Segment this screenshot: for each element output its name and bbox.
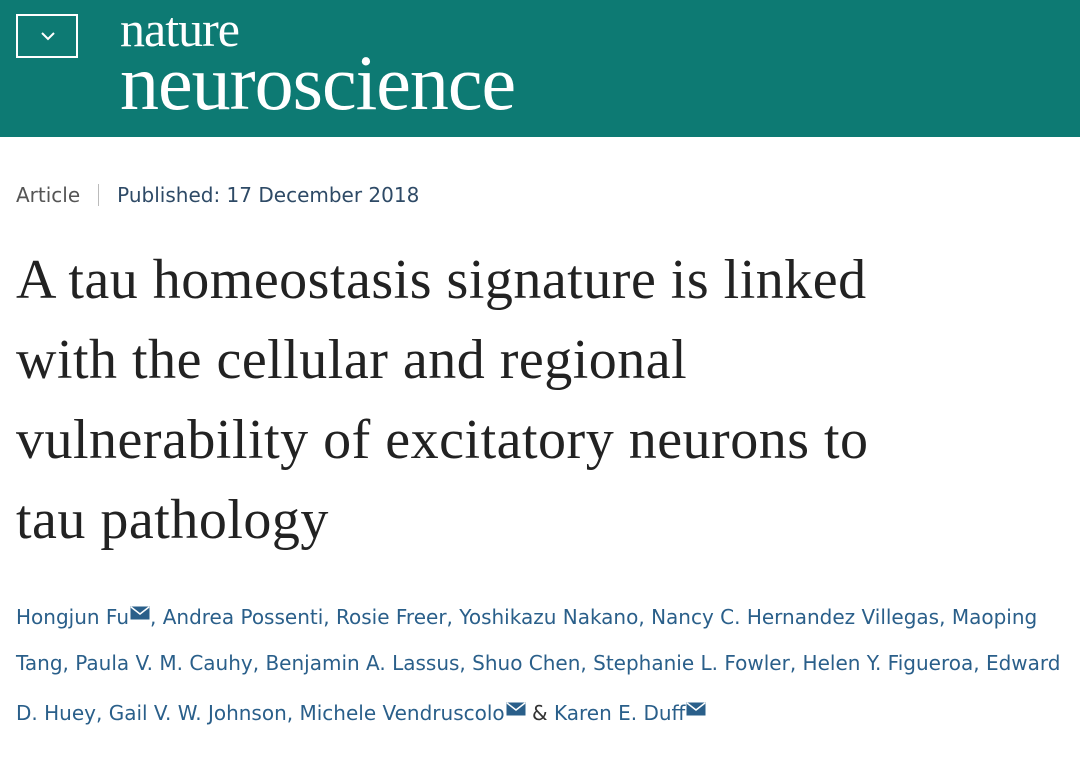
author-separator: , (95, 701, 103, 725)
title-line: tau pathology (16, 489, 329, 551)
author-separator: , (286, 701, 294, 725)
article-meta: Article Published: 17 December 2018 (16, 183, 419, 207)
author-name[interactable]: Michele Vendruscolo (299, 701, 505, 725)
author-name[interactable]: Nancy C. Hernandez Villegas (651, 605, 940, 629)
mail-link[interactable] (506, 686, 526, 732)
published-date: Published: 17 December 2018 (117, 183, 420, 207)
mail-link[interactable] (686, 686, 706, 732)
title-line: with the cellular and regional (16, 329, 688, 391)
author-separator: , (580, 651, 587, 675)
separator (98, 184, 100, 206)
mail-link[interactable] (130, 590, 150, 636)
author-list: Hongjun Fu, Andrea Possenti, Rosie Freer… (16, 590, 1066, 736)
site-header: nature neuroscience (0, 0, 1080, 137)
title-line: A tau homeostasis signature is linked (16, 249, 867, 311)
author-name[interactable]: Shuo Chen (472, 651, 581, 675)
author-name[interactable]: Yoshikazu Nakano (459, 605, 639, 629)
author-separator: , (939, 605, 946, 629)
author-separator: & (532, 701, 548, 725)
author-separator: , (62, 651, 69, 675)
mail-icon[interactable] (686, 702, 706, 716)
author-separator: , (446, 605, 453, 629)
author-name[interactable]: Maoping Tang (16, 605, 1038, 675)
article-title: A tau homeostasis signature is linked wit… (16, 240, 869, 560)
brand-bottom[interactable]: neuroscience (120, 39, 516, 126)
title-line: vulnerability of excitatory neurons to (16, 409, 869, 471)
author-separator: , (150, 605, 157, 629)
article-type: Article (16, 183, 81, 207)
author-name[interactable]: Karen E. Duff (553, 701, 686, 725)
author-name[interactable]: Edward D. Huey (16, 651, 1061, 725)
author-name[interactable]: Stephanie L. Fowler (593, 651, 790, 675)
mail-icon[interactable] (506, 702, 526, 716)
mail-icon[interactable] (130, 606, 150, 620)
menu-toggle[interactable] (16, 14, 78, 58)
author-separator: , (459, 651, 466, 675)
author-name[interactable]: Hongjun Fu (16, 605, 129, 629)
author-separator: , (323, 605, 330, 629)
brand-top[interactable]: nature (120, 1, 240, 57)
chevron-icon (41, 32, 55, 41)
author-name[interactable]: Benjamin A. Lassus (265, 651, 460, 675)
author-separator: , (789, 651, 797, 675)
author-name[interactable]: Gail V. W. Johnson (108, 701, 287, 725)
author-separator: , (973, 651, 980, 675)
author-name[interactable]: Helen Y. Figueroa (802, 651, 974, 675)
author-separator: , (252, 651, 260, 675)
author-name[interactable]: Andrea Possenti (162, 605, 324, 629)
author-name[interactable]: Paula V. M. Cauhy (75, 651, 253, 675)
author-separator: , (638, 605, 645, 629)
author-name[interactable]: Rosie Freer (336, 605, 447, 629)
